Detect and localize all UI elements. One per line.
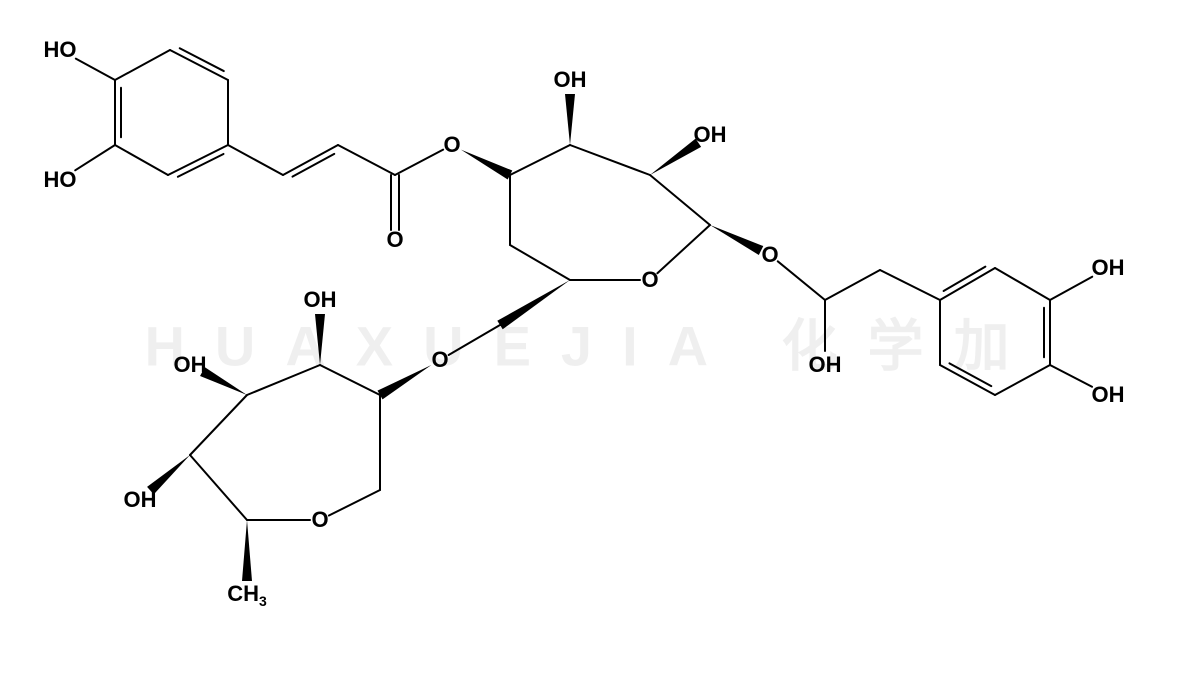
atom-label-pOH: OH [809,352,842,378]
atom-label-cO: O [386,227,403,253]
atom-label-cOe: O [443,132,460,158]
atom-label-r4o: OH [124,487,157,513]
atom-label-rO: O [311,507,328,533]
atom-label-g5o: O [761,242,778,268]
atom-label-b3o: OH [1092,255,1125,281]
bond-layer [0,0,1184,683]
structure-canvas: HOHOOOOOHOHOOOOHOHOHCH3OHOHOH HUAXUEJIA … [0,0,1184,683]
atom-label-g3o: OH [554,67,587,93]
atom-label-och: O [431,347,448,373]
atom-label-a1: HO [44,37,77,63]
atom-label-r2o: OH [304,287,337,313]
atom-label-gO: O [641,267,658,293]
atom-label-rMe: CH3 [227,581,267,609]
atom-label-a4: HO [44,167,77,193]
atom-label-r3o: OH [174,352,207,378]
atom-label-b4o: OH [1092,382,1125,408]
atom-label-g4o: OH [694,122,727,148]
